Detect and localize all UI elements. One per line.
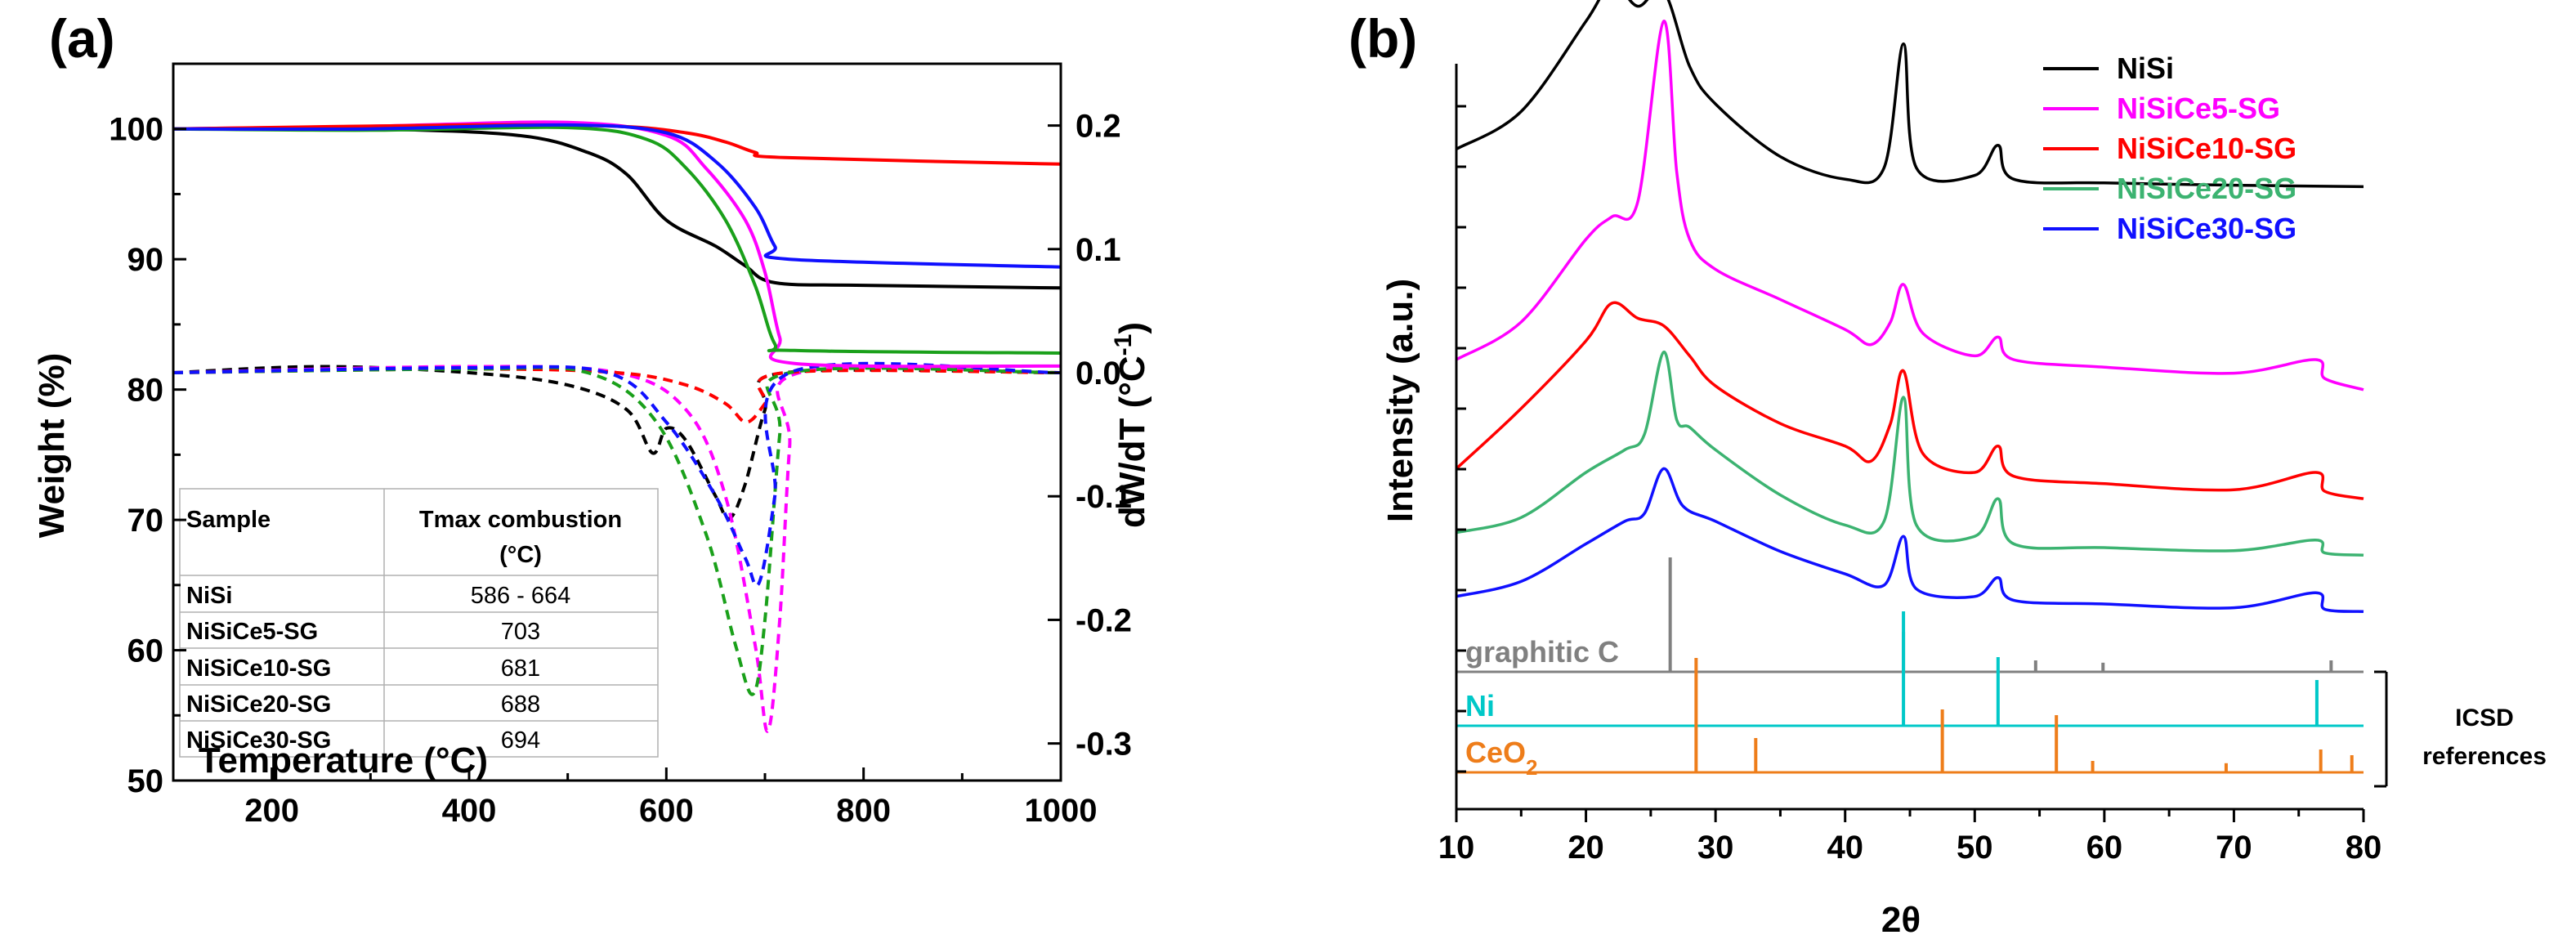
b-xtick-label-50: 50 [1957,830,1993,866]
b-x-axis-title: 2θ [1881,900,1921,940]
a-ytick-label-100: 100 [109,112,163,148]
legend-label-nisice20-sg: NiSiCe20-SG [2117,172,2296,205]
table-tmax-nisice30-sg: 694 [501,727,540,754]
b-xtick-label-10: 10 [1438,830,1475,866]
b-y-axis-title: Intensity (a.u.) [1380,279,1420,522]
a-y2-axis-title: dW/dT (°C-1) [1110,322,1153,528]
tga-line-nisice10-sg [172,123,1062,166]
legend-label-nisice5-sg: NiSiCe5-SG [2117,92,2280,125]
xrd-patterns [1455,0,2364,613]
table-header-unit: (°C) [499,542,542,568]
xrd-line-nisice5-sg [1456,20,2364,391]
icsd-label-line2: references [2422,743,2547,770]
a-ytick-label-90: 90 [127,242,164,278]
xrd-line-nisice20-sg [1456,351,2364,557]
legend: NiSi NiSiCe5-SG NiSiCe10-SG NiSiCe20-SG NiSi… [2043,51,2296,245]
tmax-table: Sample Tmax combustion (°C) NiSi 586 - 66… [179,488,659,758]
tga-curves [172,120,1062,369]
table-rows: NiSi 586 - 664 NiSiCe5-SG 703 NiSiCe10-SG 681… [186,583,570,754]
table-sample-nisice30-sg: NiSiCe30-SG [186,727,331,754]
b-xtick-label-60: 60 [2086,830,2123,866]
panel-a-axes: 200 400 600 800 1000 50 60 70 80 90 100 -0.3 -0.2 -0.… [109,62,1132,829]
a-xtick-label-400: 400 [442,793,497,829]
a-plot-frame [172,62,1062,782]
b-xtick-label-30: 30 [1697,830,1734,866]
dtg-line-nisice30-sg [172,361,1062,588]
a-xtick-label-600: 600 [639,793,694,829]
a-xtick-label-200: 200 [244,793,299,829]
a-y2tick-label--0.3: -0.3 [1076,727,1132,763]
icsd-bracket: ICSD references [2374,670,2547,788]
a-y-axis-title: Weight (%) [32,353,72,539]
a-x-axis-title: Temperature (°C) [199,740,488,781]
a-xtick-label-800: 800 [836,793,891,829]
panel-b-label: (b) [1348,8,1417,69]
xrd-line-nisi [1456,0,2364,189]
a-ytick-label-70: 70 [127,503,164,539]
table-tmax-nisice5-sg: 703 [501,619,540,645]
a-y2tick-label--0.2: -0.2 [1076,602,1132,638]
xrd-line-nisice30-sg [1456,467,2364,613]
ref-label-ni: Ni [1465,689,1495,723]
dtg-curves [172,361,1062,733]
tga-line-nisice5-sg [172,120,1062,369]
a-ytick-label-60: 60 [127,633,164,669]
b-xtick-label-40: 40 [1827,830,1863,866]
table-tmax-nisice10-sg: 681 [501,655,540,682]
table-tmax-nisice20-sg: 688 [501,691,540,718]
a-ytick-label-50: 50 [127,763,164,799]
panel-a-tga: (a) Sample Tmax combustion (°C) NiSi 586 … [32,8,1152,829]
b-xtick-label-80: 80 [2346,830,2382,866]
b-xtick-label-70: 70 [2216,830,2252,866]
table-sample-nisice5-sg: NiSiCe5-SG [186,619,318,645]
legend-label-nisice30-sg: NiSiCe30-SG [2117,212,2296,245]
legend-label-nisi: NiSi [2117,51,2174,85]
table-tmax-nisi: 586 - 664 [471,583,571,609]
ref-label-graphitic-c: graphitic C [1465,635,1619,669]
table-header-tmax: Tmax combustion [419,507,622,533]
a-y2tick-label-0.2: 0.2 [1076,109,1121,145]
a-xtick-label-1000: 1000 [1025,793,1098,829]
icsd-label-line1: ICSD [2455,705,2514,731]
table-header-sample: Sample [186,507,271,533]
a-ytick-label-80: 80 [127,373,164,409]
table-sample-nisi: NiSi [186,583,232,609]
xrd-line-nisice10-sg [1455,301,2364,500]
table-sample-nisice10-sg: NiSiCe10-SG [186,655,331,682]
a-y2tick-label-0.0: 0.0 [1076,356,1121,391]
b-xtick-label-20: 20 [1568,830,1604,866]
a-y2tick-label--0.1: -0.1 [1076,479,1132,515]
panel-a-label: (a) [49,8,115,69]
legend-label-nisice10-sg: NiSiCe10-SG [2117,132,2296,165]
ref-label-subscript: 2 [1526,755,1537,780]
tga-line-nisice30-sg [172,123,1062,269]
table-sample-nisice20-sg: NiSiCe20-SG [186,691,331,718]
a-y2tick-label-0.1: 0.1 [1076,232,1121,268]
panel-b-axes: 10 20 30 40 50 60 70 80 [1438,64,2382,866]
